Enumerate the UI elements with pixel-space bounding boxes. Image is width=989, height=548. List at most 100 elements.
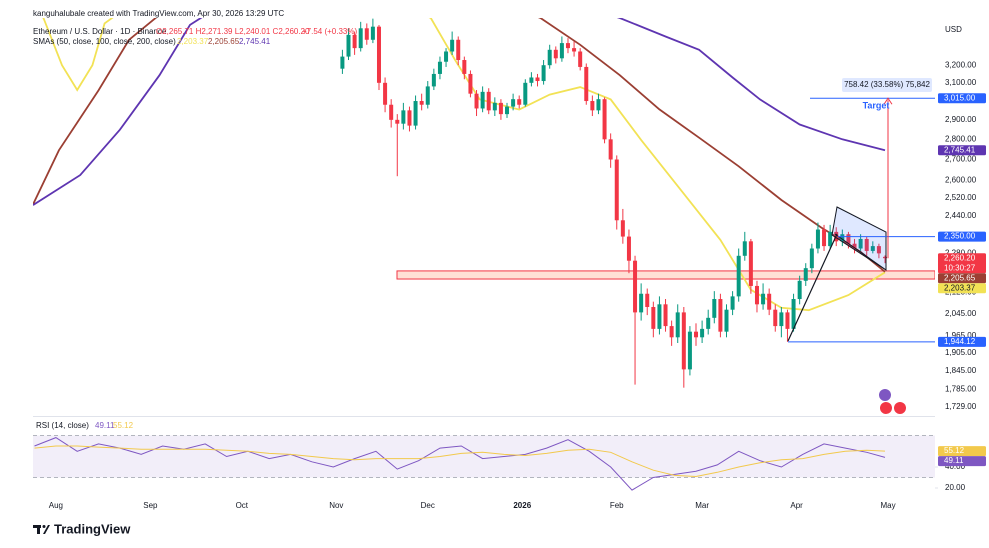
x-tick-label: Dec — [421, 501, 435, 510]
candle-body — [584, 66, 589, 102]
sma-value: 2,205.65 — [208, 37, 240, 46]
candle-body — [505, 106, 510, 115]
event-icon[interactable] — [894, 402, 906, 414]
candle-body — [572, 48, 577, 52]
candle-body — [669, 326, 674, 338]
candle-body — [565, 43, 570, 49]
candle-body — [413, 101, 418, 126]
candle-body — [590, 101, 595, 111]
candle-body — [614, 159, 619, 221]
credit: kanguhalubale created with TradingView.c… — [33, 9, 284, 18]
x-tick-label: 2026 — [513, 501, 531, 510]
price-tag-label: 55.12 — [944, 446, 965, 455]
rsi-pane — [33, 435, 935, 491]
x-tick-label: May — [880, 501, 895, 510]
brand: TradingView — [54, 521, 131, 536]
x-tick-label: Sep — [143, 501, 158, 510]
candle-body — [608, 139, 613, 160]
candle-body — [828, 231, 833, 247]
candle-body — [730, 296, 735, 310]
candle-body — [815, 229, 820, 249]
price-tag-sublabel: 10:30:27 — [944, 263, 976, 272]
y-tick-label: 1,729.00 — [945, 402, 977, 411]
rsi-value: 49.11 — [95, 421, 115, 430]
price-tag — [938, 283, 986, 294]
price-pane — [33, 18, 935, 388]
sma-title: SMAs (50, close, 100, close, 200, close) — [33, 37, 176, 46]
candle-body — [529, 77, 534, 83]
candle-body — [870, 246, 875, 251]
x-tick-label: Feb — [610, 501, 624, 510]
support-zone — [396, 270, 935, 280]
candle-body — [645, 293, 650, 307]
price-tag-label: 3,015.00 — [944, 93, 976, 102]
candle-body — [376, 26, 381, 83]
event-icon[interactable] — [880, 402, 892, 414]
price-tag — [938, 446, 986, 457]
event-icon[interactable] — [879, 389, 891, 401]
flag-pole — [787, 233, 838, 342]
candle-body — [657, 304, 662, 329]
candle-body — [791, 299, 796, 329]
price-tag-label: 49.11 — [944, 456, 964, 465]
candle-body — [651, 306, 656, 329]
candle-body — [596, 99, 601, 111]
rsi-title: RSI (14, close) — [36, 421, 89, 430]
measure-label: 758.42 (33.58%) 75,842 — [844, 80, 930, 89]
candle-body — [694, 331, 699, 338]
candle-body — [480, 91, 485, 109]
candle-body — [633, 260, 638, 313]
x-tick-label: Mar — [695, 501, 709, 510]
candle-body — [498, 102, 503, 115]
measure-box — [842, 78, 932, 92]
price-tag — [938, 231, 986, 242]
candle-body — [395, 119, 400, 124]
y-tick-label: 2,440.00 — [945, 211, 977, 220]
price-tag-label: 1,944.12 — [944, 337, 976, 346]
candle-body — [364, 28, 369, 40]
candle-body — [553, 49, 558, 59]
candle-body — [773, 309, 778, 327]
price-tag — [938, 93, 986, 104]
candle-body — [639, 293, 644, 313]
rsi-line — [34, 445, 886, 478]
y-tick-label: 1,965.00 — [945, 331, 977, 340]
candle-body — [352, 34, 357, 49]
y-tick-label: 1,845.00 — [945, 366, 977, 375]
rsi-line — [34, 437, 886, 491]
x-tick-label: Apr — [790, 501, 803, 510]
overlay: 758.42 (33.58%) 75,842 Target — [787, 78, 935, 414]
candle-body — [468, 73, 473, 94]
price-tag — [938, 336, 986, 347]
candle-body — [761, 293, 766, 305]
y-tick-label: 2,520.00 — [945, 193, 977, 202]
candle-body — [492, 102, 497, 111]
price-tag-label: 2,260.20 — [944, 253, 976, 262]
price-tag-label: 2,745.41 — [944, 145, 976, 154]
y-tick-label: 2,700.00 — [945, 155, 977, 164]
candle-body — [675, 312, 680, 338]
candle-body — [883, 256, 888, 259]
candle-body — [578, 51, 583, 67]
candle-body — [511, 99, 516, 107]
candle-body — [809, 248, 814, 269]
candle-body — [858, 238, 863, 249]
arrow-head — [883, 97, 893, 105]
candle-body — [547, 49, 552, 66]
candle-body — [370, 26, 375, 40]
candle-body — [462, 60, 467, 74]
candle-body — [663, 304, 668, 327]
candle-body — [840, 234, 845, 242]
price-tag-label: 2,203.37 — [944, 283, 976, 292]
target-label: Target — [863, 100, 890, 110]
candle-body — [681, 312, 686, 370]
candle-body — [535, 77, 540, 82]
candle-body — [718, 299, 723, 332]
candle-body — [437, 61, 442, 74]
candle-body — [803, 268, 808, 281]
candle-body — [779, 312, 784, 327]
candle-body — [864, 238, 869, 251]
candle-body — [748, 241, 753, 286]
sma-value: 2,203.37 — [177, 37, 209, 46]
candle-body — [626, 236, 631, 261]
